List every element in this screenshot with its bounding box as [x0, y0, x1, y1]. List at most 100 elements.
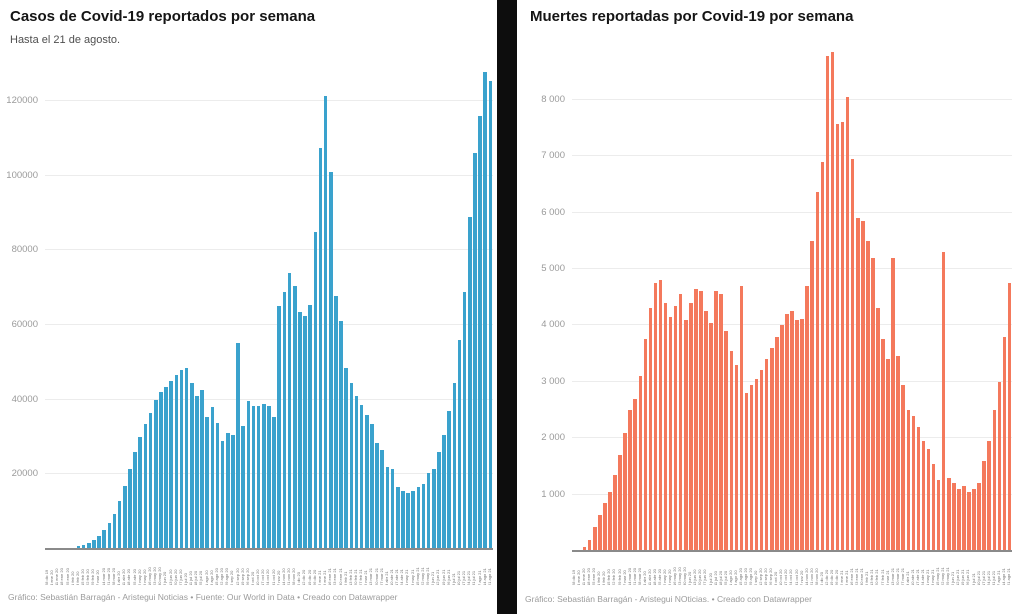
bar[interactable]: [805, 286, 809, 551]
bar[interactable]: [921, 440, 926, 551]
bar[interactable]: [997, 381, 1002, 551]
bar[interactable]: [582, 547, 587, 551]
bar[interactable]: [200, 390, 204, 549]
bar[interactable]: [262, 403, 266, 549]
bar[interactable]: [967, 491, 971, 551]
bar[interactable]: [81, 544, 86, 549]
bar[interactable]: [744, 393, 749, 551]
bar[interactable]: [416, 487, 421, 549]
bar[interactable]: [759, 370, 764, 551]
bar[interactable]: [102, 530, 106, 549]
bar[interactable]: [164, 386, 168, 549]
bar[interactable]: [835, 123, 840, 551]
bar[interactable]: [916, 426, 921, 551]
bar[interactable]: [354, 396, 359, 549]
bar[interactable]: [189, 382, 194, 549]
bar[interactable]: [251, 405, 256, 549]
bar[interactable]: [790, 311, 794, 551]
bar[interactable]: [592, 527, 597, 551]
bar[interactable]: [855, 218, 860, 551]
bar[interactable]: [673, 305, 678, 551]
bar[interactable]: [272, 416, 276, 549]
bar[interactable]: [861, 220, 865, 551]
bar[interactable]: [344, 368, 349, 549]
bar[interactable]: [210, 406, 215, 549]
bar[interactable]: [462, 291, 467, 549]
bar[interactable]: [97, 535, 101, 549]
bar[interactable]: [648, 308, 653, 551]
bar[interactable]: [901, 384, 906, 551]
bar[interactable]: [277, 306, 282, 549]
bar[interactable]: [977, 483, 981, 551]
bar[interactable]: [587, 539, 592, 551]
bar[interactable]: [704, 311, 708, 551]
bar[interactable]: [896, 356, 900, 551]
bar[interactable]: [947, 477, 951, 551]
bar[interactable]: [689, 302, 693, 551]
bar[interactable]: [313, 231, 318, 549]
bar[interactable]: [618, 455, 622, 551]
bar[interactable]: [972, 488, 976, 551]
bar[interactable]: [112, 513, 117, 549]
bar[interactable]: [795, 319, 799, 551]
bar[interactable]: [714, 291, 718, 551]
bar[interactable]: [205, 416, 209, 549]
bar[interactable]: [800, 318, 804, 551]
bar[interactable]: [754, 378, 759, 551]
bar[interactable]: [628, 409, 632, 551]
bar[interactable]: [123, 485, 127, 549]
bar[interactable]: [334, 296, 338, 549]
bar[interactable]: [734, 364, 739, 551]
bar[interactable]: [871, 257, 875, 551]
bar[interactable]: [830, 51, 835, 551]
bar[interactable]: [375, 442, 379, 549]
bar[interactable]: [92, 539, 96, 549]
bar[interactable]: [658, 280, 663, 551]
bar[interactable]: [308, 304, 312, 549]
bar[interactable]: [638, 376, 643, 551]
bar[interactable]: [128, 468, 132, 549]
bar[interactable]: [775, 336, 779, 551]
bar[interactable]: [437, 451, 441, 549]
bar[interactable]: [1002, 336, 1007, 551]
bar[interactable]: [478, 116, 482, 549]
bar[interactable]: [876, 308, 880, 551]
bar[interactable]: [365, 414, 369, 549]
bar[interactable]: [780, 325, 784, 551]
bar[interactable]: [457, 340, 462, 549]
bar[interactable]: [282, 291, 287, 549]
bar[interactable]: [941, 251, 946, 551]
bar[interactable]: [256, 405, 261, 549]
bar[interactable]: [603, 503, 607, 551]
bar[interactable]: [931, 463, 936, 551]
bar[interactable]: [643, 339, 648, 551]
bar[interactable]: [421, 483, 426, 549]
bar[interactable]: [1007, 283, 1012, 551]
bar[interactable]: [395, 487, 400, 549]
bar[interactable]: [810, 240, 814, 551]
bar[interactable]: [138, 437, 143, 549]
bar[interactable]: [107, 522, 112, 549]
bar[interactable]: [952, 483, 956, 551]
bar[interactable]: [891, 257, 895, 551]
bar[interactable]: [215, 422, 220, 549]
bar[interactable]: [598, 514, 602, 551]
bar[interactable]: [117, 500, 122, 549]
bar[interactable]: [76, 546, 81, 549]
bar[interactable]: [663, 302, 668, 551]
bar[interactable]: [385, 466, 390, 549]
bar[interactable]: [220, 440, 225, 549]
bar[interactable]: [411, 491, 415, 549]
bar[interactable]: [936, 480, 941, 551]
bar[interactable]: [678, 294, 683, 551]
bar[interactable]: [608, 491, 612, 551]
bar[interactable]: [159, 392, 163, 549]
bar[interactable]: [815, 191, 820, 551]
bar[interactable]: [992, 409, 997, 551]
bar[interactable]: [143, 424, 148, 549]
bar[interactable]: [246, 400, 251, 549]
bar[interactable]: [699, 291, 703, 551]
bar[interactable]: [488, 81, 493, 549]
bar[interactable]: [184, 368, 189, 549]
bar[interactable]: [267, 405, 271, 549]
